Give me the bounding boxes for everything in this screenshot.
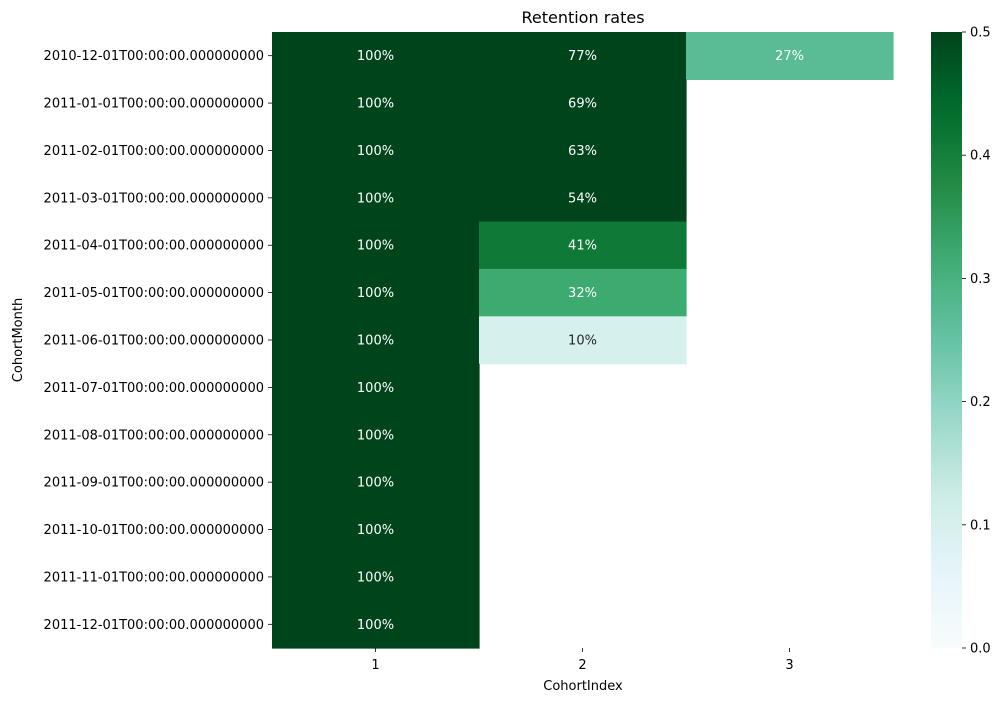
x-axis-label: CohortIndex <box>543 679 623 694</box>
cell-annotation: 32% <box>568 286 597 301</box>
cell-annotation: 100% <box>357 428 394 443</box>
colorbar-tick-label: 0.3 <box>970 272 991 287</box>
heatmap-cell <box>479 268 687 317</box>
y-tick-label: 2011-12-01T00:00:00.000000000 <box>44 618 264 633</box>
cell-annotation: 100% <box>357 97 394 112</box>
y-tick-label: 2011-08-01T00:00:00.000000000 <box>44 428 264 443</box>
y-axis: 2010-12-01T00:00:00.000000000 2011-01-01T… <box>44 49 272 633</box>
cell-annotation: 100% <box>357 618 394 633</box>
y-tick-label: 2011-09-01T00:00:00.000000000 <box>44 476 264 491</box>
y-tick-label: 2011-04-01T00:00:00.000000000 <box>44 239 264 254</box>
y-tick-label: 2010-12-01T00:00:00.000000000 <box>44 49 264 64</box>
colorbar: 0.0 0.1 0.2 0.3 0.4 0.5 <box>931 26 991 657</box>
y-tick-label: 2011-11-01T00:00:00.000000000 <box>44 570 264 585</box>
heatmap-cell <box>479 221 687 270</box>
x-tick-label: 1 <box>371 658 379 673</box>
heatmap-cell <box>479 316 687 365</box>
cell-annotation: 100% <box>357 239 394 254</box>
heatmap-cell <box>272 411 480 460</box>
cell-annotation: 54% <box>568 191 597 206</box>
cell-annotation: 100% <box>357 381 394 396</box>
cell-annotation: 69% <box>568 97 597 112</box>
y-tick-label: 2011-10-01T00:00:00.000000000 <box>44 523 264 538</box>
heatmap-cell <box>272 126 480 175</box>
heatmap-cell <box>479 32 687 80</box>
cell-annotation: 100% <box>357 49 394 64</box>
cell-annotation: 100% <box>357 144 394 159</box>
colorbar-gradient <box>931 32 962 648</box>
colorbar-tick-label: 0.0 <box>970 642 991 657</box>
colorbar-tick-label: 0.4 <box>970 149 991 164</box>
cell-annotation: 100% <box>357 523 394 538</box>
heatmap-cell <box>272 505 480 554</box>
heatmap-cell <box>272 553 480 602</box>
cell-annotation: 100% <box>357 286 394 301</box>
y-tick-label: 2011-02-01T00:00:00.000000000 <box>44 144 264 159</box>
cell-annotation: 77% <box>568 49 597 64</box>
chart-title: Retention rates <box>521 8 644 27</box>
cell-annotation: 100% <box>357 191 394 206</box>
cell-annotation: 100% <box>357 476 394 491</box>
heatmap-cell <box>272 458 480 507</box>
heatmap-cell <box>272 79 480 128</box>
colorbar-tick-label: 0.2 <box>970 395 991 410</box>
y-tick-label: 2011-05-01T00:00:00.000000000 <box>44 286 264 301</box>
cell-annotation: 100% <box>357 334 394 349</box>
cell-annotation: 27% <box>775 49 804 64</box>
y-tick-label: 2011-06-01T00:00:00.000000000 <box>44 334 264 349</box>
heatmap-cell <box>272 268 480 317</box>
heatmap-cell <box>479 79 687 128</box>
heatmap-cell <box>272 221 480 270</box>
y-tick-label: 2011-03-01T00:00:00.000000000 <box>44 191 264 206</box>
x-tick-label: 3 <box>785 658 793 673</box>
cell-annotation: 10% <box>568 334 597 349</box>
colorbar-tick-label: 0.1 <box>970 518 991 533</box>
colorbar-tick-label: 0.5 <box>970 26 991 41</box>
heatmap-cell <box>686 32 894 80</box>
heatmap-cell <box>479 126 687 175</box>
heatmap-cell <box>479 174 687 223</box>
x-axis: 1 2 3 <box>371 648 794 673</box>
heatmap-cell <box>272 32 480 80</box>
y-tick-label: 2011-07-01T00:00:00.000000000 <box>44 381 264 396</box>
cell-annotation: 41% <box>568 239 597 254</box>
heatmap-cell <box>272 174 480 223</box>
y-axis-label: CohortMonth <box>11 298 26 382</box>
heatmap-cell <box>272 363 480 412</box>
cell-annotation: 100% <box>357 570 394 585</box>
x-tick-label: 2 <box>578 658 586 673</box>
heatmap-cell <box>272 316 480 365</box>
cell-annotation: 63% <box>568 144 597 159</box>
heatmap-cells <box>272 32 894 649</box>
heatmap-cell <box>272 600 480 649</box>
y-tick-label: 2011-01-01T00:00:00.000000000 <box>44 97 264 112</box>
heatmap-annotations: 100% 77% 27% 100% 69% 100% 63% 100% 54% 100% 41% 10… <box>357 49 804 633</box>
